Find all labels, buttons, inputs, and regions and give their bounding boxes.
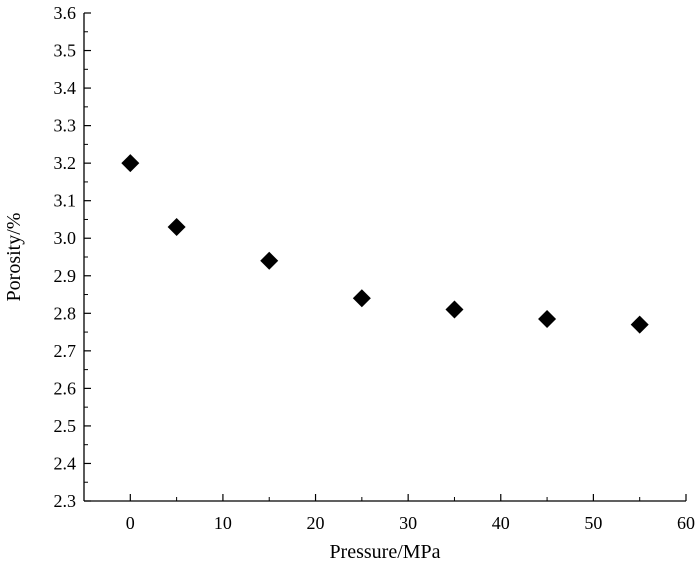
y-tick-label: 3.3 (54, 116, 77, 136)
data-point (630, 315, 649, 334)
x-ticks: 0 10 20 30 40 50 60 (83, 494, 695, 533)
y-tick-label: 2.4 (54, 453, 77, 473)
x-axis-label: Pressure/MPa (329, 541, 440, 563)
y-tick-label: 3.4 (54, 78, 77, 98)
y-tick-label: 3.5 (54, 41, 77, 61)
y-tick-label: 2.8 (54, 303, 77, 323)
x-tick-label: 30 (399, 513, 417, 533)
y-axis-label: Porosity/% (3, 213, 25, 302)
y-tick-label: 3.6 (54, 3, 77, 23)
data-point (352, 289, 371, 308)
x-tick-label: 10 (214, 513, 232, 533)
y-tick-label: 3.0 (54, 228, 77, 248)
x-tick-label: 20 (307, 513, 325, 533)
data-point (445, 300, 464, 319)
y-tick-label: 2.5 (54, 416, 77, 436)
data-point (260, 251, 279, 270)
y-tick-label: 2.9 (54, 266, 77, 286)
data-point (538, 309, 557, 328)
y-ticks: 2.3 2.4 2.5 2.6 2.7 2.8 2.9 3.0 3.1 3.2 3.3 3.4 3.5 3… (54, 3, 91, 511)
y-tick-label: 3.1 (54, 191, 77, 211)
x-tick-label: 50 (584, 513, 602, 533)
y-tick-label: 2.6 (54, 378, 77, 398)
x-tick-label: 60 (677, 513, 695, 533)
y-tick-label: 2.3 (54, 491, 77, 511)
y-tick-label: 3.2 (54, 153, 77, 173)
y-tick-label: 2.7 (54, 341, 77, 361)
data-points (121, 154, 649, 334)
data-point (167, 217, 186, 236)
x-tick-label: 0 (126, 513, 135, 533)
data-point (121, 154, 140, 173)
axes (83, 13, 686, 502)
x-tick-label: 40 (492, 513, 510, 533)
